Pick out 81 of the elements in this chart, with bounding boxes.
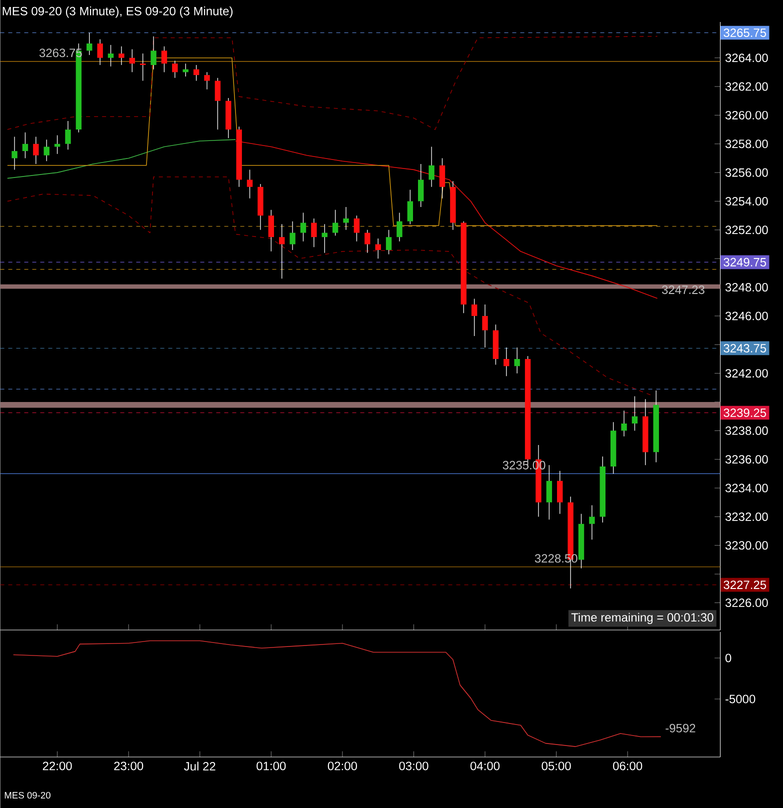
chart-title: MES 09-20 (3 Minute), ES 09-20 (3 Minute) bbox=[2, 6, 232, 18]
candlestick bbox=[418, 164, 424, 208]
candlestick bbox=[386, 230, 392, 255]
y-tick-label: 3256.00 bbox=[725, 168, 768, 177]
candlestick bbox=[482, 304, 488, 348]
annotation: Time remaining = 00:01:30 bbox=[571, 612, 714, 624]
x-tick-label: 22:00 bbox=[42, 762, 72, 770]
candlestick bbox=[97, 38, 103, 66]
candlestick bbox=[193, 64, 200, 82]
candlestick bbox=[471, 298, 478, 336]
y-tick-label: 3234.00 bbox=[725, 484, 768, 492]
x-tick-label: Jul 22 bbox=[184, 762, 216, 771]
y-tick-label: 0 bbox=[725, 654, 732, 662]
x-tick-label: 02:00 bbox=[328, 762, 357, 770]
candlestick bbox=[439, 158, 445, 199]
candlestick bbox=[246, 169, 252, 199]
y-tick-label: -5000 bbox=[725, 694, 756, 704]
ref-line-label: 3239.25 bbox=[724, 408, 766, 418]
candlestick bbox=[375, 238, 381, 259]
x-tick-label: 03:00 bbox=[399, 762, 428, 770]
y-tick-label: 3260.00 bbox=[725, 110, 768, 120]
candlestick bbox=[278, 224, 285, 280]
candlestick bbox=[108, 44, 114, 67]
candlestick bbox=[204, 72, 210, 90]
y-tick-label: 3236.00 bbox=[725, 455, 768, 464]
y-tick-label: 3264.00 bbox=[725, 54, 768, 62]
candlestick bbox=[161, 46, 167, 73]
candlestick bbox=[32, 136, 39, 164]
candlestick bbox=[546, 464, 552, 520]
x-tick-label: 04:00 bbox=[470, 762, 500, 770]
ref-line-label: 3243.75 bbox=[724, 344, 766, 352]
y-tick-label: 3226.00 bbox=[725, 598, 768, 608]
y-tick-label: 3248.00 bbox=[725, 283, 768, 292]
candlestick bbox=[322, 224, 328, 254]
x-tick-label: 23:00 bbox=[114, 762, 144, 770]
candlestick bbox=[407, 189, 413, 225]
candlestick bbox=[354, 215, 360, 242]
candlestick bbox=[214, 78, 220, 130]
candlestick bbox=[140, 53, 146, 82]
ref-line-label: 3249.75 bbox=[724, 258, 766, 266]
y-tick-label: 3242.00 bbox=[725, 369, 768, 378]
candlestick bbox=[172, 60, 178, 78]
candlestick bbox=[118, 46, 124, 66]
candlestick bbox=[332, 210, 338, 236]
candlestick bbox=[632, 396, 638, 432]
ref-line-label: 3227.25 bbox=[724, 580, 766, 590]
x-tick-label: 05:00 bbox=[542, 762, 571, 770]
candlestick bbox=[621, 410, 627, 437]
candlestick bbox=[129, 48, 135, 73]
candlestick bbox=[268, 210, 274, 252]
candlestick bbox=[86, 32, 92, 56]
candlestick bbox=[54, 134, 60, 154]
y-tick-label: 3262.00 bbox=[725, 82, 768, 91]
y-tick-label: 3232.00 bbox=[725, 512, 768, 521]
y-tick-label: 3254.00 bbox=[725, 196, 768, 206]
candlestick bbox=[150, 36, 156, 70]
annotation: -9592 bbox=[666, 724, 696, 732]
candlestick bbox=[44, 139, 50, 162]
candlestick bbox=[364, 230, 370, 254]
candlestick bbox=[343, 206, 349, 230]
candlestick bbox=[12, 136, 18, 170]
candlestick bbox=[588, 504, 595, 540]
candlestick bbox=[300, 212, 306, 242]
y-tick-label: 3238.00 bbox=[725, 426, 768, 435]
candlestick bbox=[503, 347, 510, 377]
y-tick-label: 3252.00 bbox=[725, 226, 768, 234]
candlestick bbox=[310, 218, 317, 248]
text: MES 09-20 bbox=[4, 792, 50, 799]
y-tick-label: 3258.00 bbox=[725, 140, 768, 148]
x-tick-label: 01:00 bbox=[256, 762, 286, 770]
candlestick bbox=[556, 470, 563, 514]
candlestick bbox=[396, 212, 402, 242]
candlestick bbox=[65, 120, 71, 150]
candlestick bbox=[290, 220, 296, 250]
ref-line-label: 3265.75 bbox=[724, 28, 766, 38]
x-tick-label: 06:00 bbox=[612, 762, 642, 770]
candlestick bbox=[22, 132, 28, 159]
candlestick bbox=[514, 347, 520, 374]
candlestick bbox=[428, 146, 434, 188]
y-tick-label: 3246.00 bbox=[725, 312, 768, 320]
y-tick-label: 3230.00 bbox=[725, 541, 768, 550]
